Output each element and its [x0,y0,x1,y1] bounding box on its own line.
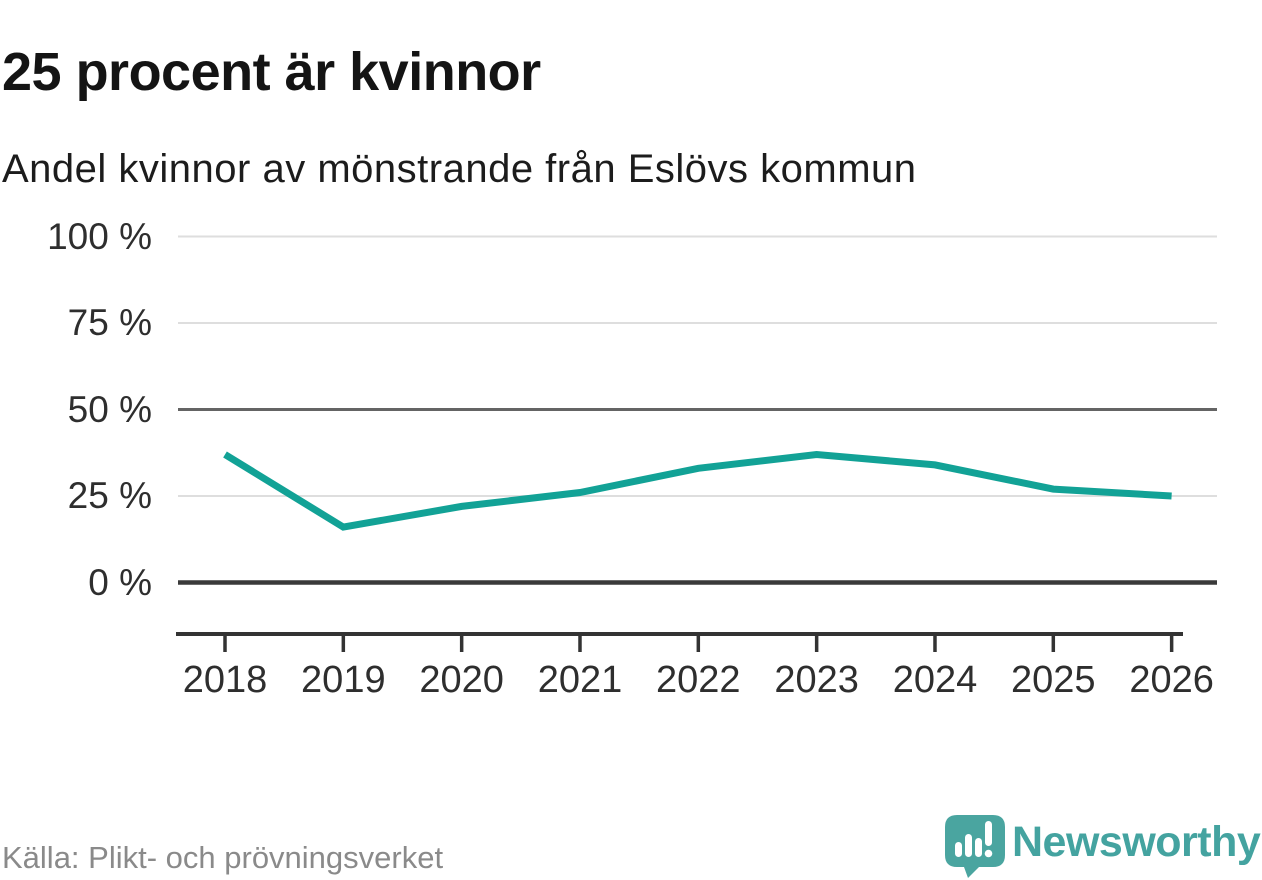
x-tick-label-2022: 2022 [656,659,741,701]
chart-subtitle: Andel kvinnor av mönstrande från Eslövs … [2,147,917,191]
logo-bar-1 [955,842,962,857]
x-tick-label-2020: 2020 [419,659,504,701]
newsworthy-logo-icon [945,815,1005,878]
newsworthy-logo: Newsworthy [940,810,1262,880]
source-note: Källa: Plikt- och prövningsverket [2,840,444,875]
x-tick-label-2025: 2025 [1011,659,1096,701]
y-tick-label-25: 25 % [67,475,152,516]
x-tick-label-2019: 2019 [301,659,386,701]
x-tick-label-2018: 2018 [182,659,268,701]
logo-bar-3 [975,838,982,857]
y-tick-label-0: 0 % [88,561,152,603]
x-tick-label-2024: 2024 [892,659,978,701]
series-line-andel-kvinnor [223,450,1172,531]
y-tick-label-100: 100 % [47,215,152,257]
logo-exclamation-bar [985,821,992,846]
x-axis [176,632,1183,652]
y-tick-label-75: 75 % [67,302,152,343]
logo-exclamation-dot [984,849,993,858]
x-tick-label-2023: 2023 [774,659,859,701]
x-tick-label-2021: 2021 [537,659,623,701]
y-tick-label-50: 50 % [67,388,152,430]
logo-bar-2 [965,834,972,857]
data-series [223,450,1172,531]
gridlines [178,235,1217,585]
x-tick-label-2026: 2026 [1129,659,1214,701]
brand-name: Newsworthy [1012,818,1261,866]
chart-title: 25 procent är kvinnor [2,42,541,103]
